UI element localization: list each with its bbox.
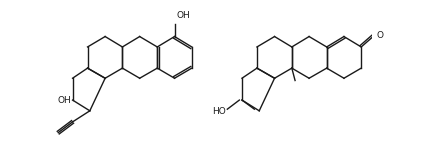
Text: OH: OH — [176, 11, 190, 20]
Text: O: O — [377, 31, 384, 40]
Text: OH: OH — [57, 96, 71, 105]
Text: HO: HO — [212, 107, 226, 116]
